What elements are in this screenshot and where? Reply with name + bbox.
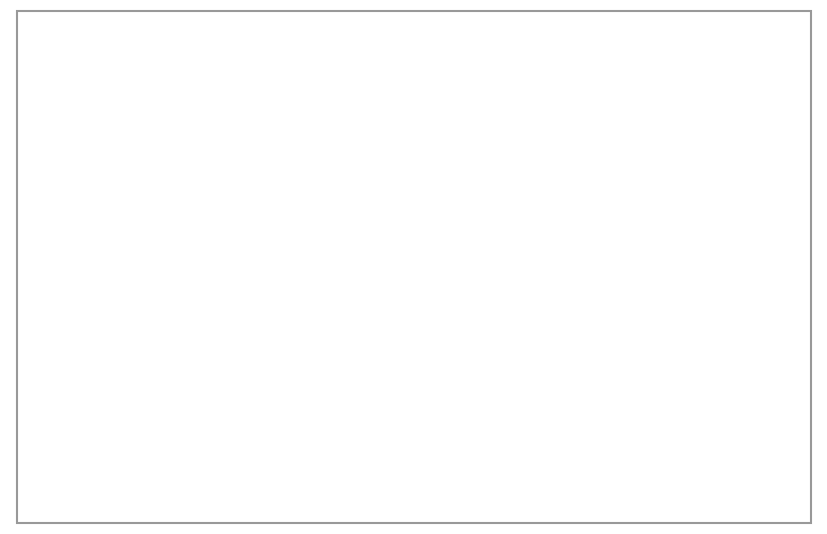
Text: Translate the following into coordinates,: Translate the following into coordinates… — [132, 99, 494, 117]
Text: f(1) = -2: f(1) = -2 — [50, 254, 126, 272]
Text: Function Notation Involving Graphs!: Function Notation Involving Graphs! — [200, 37, 627, 57]
Text: Ex 3:: Ex 3: — [45, 99, 95, 117]
Text: f(3) = 6: f(3) = 6 — [50, 312, 120, 331]
Text: then plot them.: then plot them. — [45, 139, 185, 157]
Text: f(-2) = -14: f(-2) = -14 — [50, 195, 144, 213]
Text: f(5) = 14: f(5) = 14 — [50, 371, 131, 389]
